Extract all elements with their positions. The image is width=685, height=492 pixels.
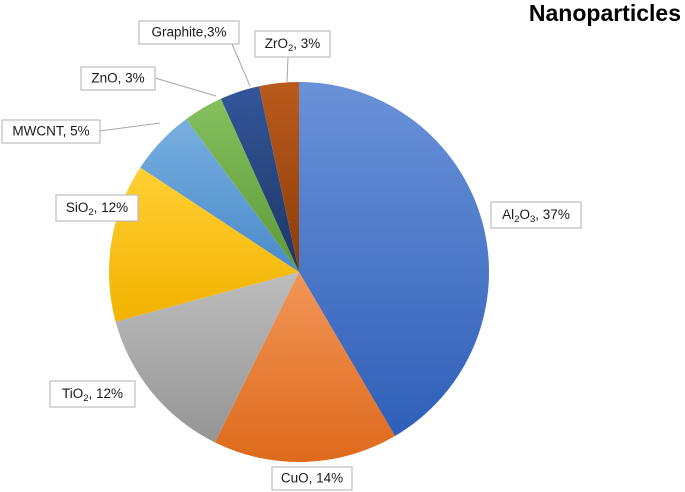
slice-label-cuo-14: CuO, 14% <box>271 466 353 491</box>
label-box <box>254 30 331 58</box>
pie-slice-zno-3 <box>186 98 299 273</box>
label-box <box>49 380 136 408</box>
slice-label-zro2-3: ZrO2, 3% <box>254 30 331 58</box>
slice-label-mwcnt-5: MWCNT, 5% <box>1 119 101 144</box>
label-box <box>271 466 353 491</box>
slice-label-text: SiO2, 12% <box>66 200 128 218</box>
leader-line-mwcnt-5 <box>99 122 161 132</box>
label-box <box>490 201 582 229</box>
pie-slice-zro2-3 <box>259 82 299 272</box>
pie-slices <box>108 82 490 463</box>
leader-line-zno-3 <box>154 77 217 97</box>
leader-lines <box>99 43 289 132</box>
slice-label-tio2-12: TiO2, 12% <box>49 380 136 408</box>
slice-label-text: Graphite,3% <box>151 25 226 40</box>
leader-line-zro2-3 <box>286 56 289 83</box>
label-box <box>55 194 139 222</box>
slice-labels: Al2O3, 37% CuO, 14% TiO2, 12% SiO2, 12% MWCN… <box>1 20 582 491</box>
leader-line-graphite-3 <box>231 43 251 87</box>
pie-slice-sio2-12 <box>108 167 299 322</box>
slice-label-text: Al2O3, 37% <box>502 207 570 225</box>
label-box <box>138 20 240 45</box>
slice-label-text: ZrO2, 3% <box>265 36 321 54</box>
slice-label-al2o3-37: Al2O3, 37% <box>490 201 582 229</box>
pie-slice-al2o3-37 <box>299 82 490 436</box>
slice-label-text: TiO2, 12% <box>62 386 123 404</box>
pie-slice-tio2-12 <box>115 272 299 443</box>
label-box <box>80 66 156 91</box>
slice-label-graphite-3: Graphite,3% <box>138 20 240 45</box>
slice-label-text: MWCNT, 5% <box>12 124 89 139</box>
pie-slice-mwcnt-5 <box>140 119 299 272</box>
slice-label-sio2-12: SiO2, 12% <box>55 194 139 222</box>
label-box <box>1 119 101 144</box>
pie-slice-graphite-3 <box>220 86 299 273</box>
slice-label-text: CuO, 14% <box>281 471 343 486</box>
slice-label-text: ZnO, 3% <box>91 71 144 86</box>
slice-label-zno-3: ZnO, 3% <box>80 66 156 91</box>
pie-slice-cuo-14 <box>214 272 395 463</box>
chart-title: Nanoparticles <box>529 0 681 26</box>
